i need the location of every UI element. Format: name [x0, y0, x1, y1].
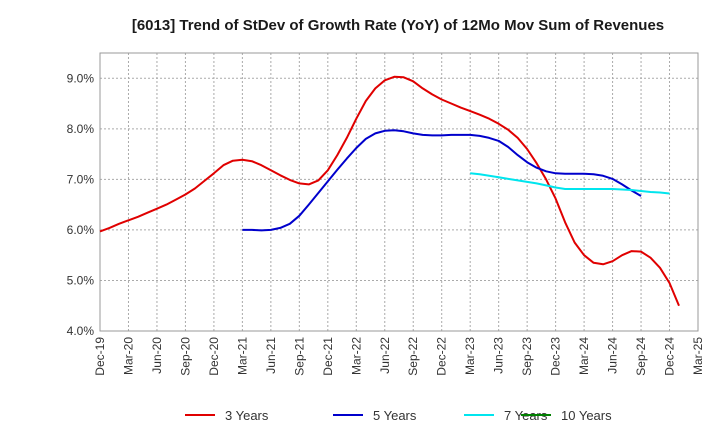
x-tick-label: Sep-22: [406, 337, 420, 376]
x-tick-label: Dec-22: [435, 337, 449, 376]
y-tick-label: 7.0%: [67, 172, 95, 186]
x-tick-label: Dec-21: [321, 337, 335, 376]
plot-area-frame: [99, 52, 699, 332]
x-tick-label: Dec-23: [549, 337, 563, 376]
x-tick-label: Sep-21: [292, 337, 306, 376]
chart-title: [6013] Trend of StDev of Growth Rate (Yo…: [132, 17, 664, 34]
y-tick-label: 8.0%: [67, 122, 95, 136]
x-tick-label: Dec-20: [207, 337, 221, 376]
x-tick-label: Dec-19: [93, 337, 107, 376]
legend-label: 3 Years: [225, 408, 269, 423]
x-tick-label: Jun-21: [264, 337, 278, 374]
series-group: [99, 75, 680, 307]
x-tick-label: Jun-23: [492, 337, 506, 374]
x-tick-label: Mar-22: [349, 337, 363, 375]
x-tick-label: Mar-25: [691, 337, 705, 375]
y-tick-label: 9.0%: [67, 71, 95, 85]
x-axis: Dec-19 Mar-20 Jun-20 Sep-20 Dec-20 Mar-21 Jun-…: [93, 337, 705, 376]
series-line-5-years: [242, 129, 642, 232]
x-tick-label: Mar-24: [577, 337, 591, 375]
series-line-7-years: [470, 172, 670, 195]
y-tick-label: 5.0%: [67, 273, 95, 287]
x-tick-label: Jun-20: [150, 337, 164, 374]
x-tick-label: Sep-24: [634, 337, 648, 376]
x-tick-label: Jun-22: [378, 337, 392, 374]
x-tick-label: Mar-23: [463, 337, 477, 375]
x-tick-label: Dec-24: [663, 337, 677, 376]
x-tick-label: Mar-21: [235, 337, 249, 375]
x-tick-label: Sep-23: [520, 337, 534, 376]
y-tick-label: 4.0%: [67, 324, 95, 338]
x-tick-label: Mar-20: [121, 337, 135, 375]
x-tick-label: Jun-24: [606, 337, 620, 374]
series-line-3-years: [99, 75, 680, 307]
legend-label: 5 Years: [373, 408, 417, 423]
y-axis: 4.0% 5.0% 6.0% 7.0% 8.0% 9.0%: [67, 71, 95, 338]
y-tick-label: 6.0%: [67, 223, 95, 237]
legend: 3 Years 5 Years 7 Years 10 Years: [185, 408, 612, 423]
x-tick-label: Sep-20: [178, 337, 192, 376]
legend-label: 10 Years: [561, 408, 612, 423]
